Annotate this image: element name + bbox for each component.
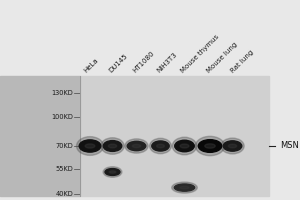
Text: DU145: DU145: [108, 53, 129, 74]
Ellipse shape: [198, 140, 222, 152]
Text: 55KD: 55KD: [56, 166, 74, 172]
Text: 70KD: 70KD: [56, 143, 74, 149]
Ellipse shape: [85, 144, 95, 148]
Text: HT1080: HT1080: [132, 50, 156, 74]
Text: Mouse thymus: Mouse thymus: [180, 34, 221, 74]
Ellipse shape: [180, 144, 189, 148]
Ellipse shape: [174, 184, 195, 191]
Ellipse shape: [101, 138, 124, 154]
Ellipse shape: [103, 167, 122, 177]
Ellipse shape: [150, 138, 171, 154]
Text: Rat lung: Rat lung: [230, 49, 255, 74]
Text: HeLa: HeLa: [83, 57, 100, 74]
Text: MSN: MSN: [280, 142, 299, 150]
Ellipse shape: [108, 144, 117, 148]
Bar: [80, 76, 268, 196]
Bar: [0, 76, 80, 196]
Ellipse shape: [152, 141, 169, 151]
Ellipse shape: [103, 141, 122, 151]
Ellipse shape: [79, 140, 101, 152]
Text: 100KD: 100KD: [52, 114, 74, 120]
Ellipse shape: [195, 136, 225, 156]
Ellipse shape: [221, 138, 244, 154]
Ellipse shape: [205, 144, 215, 148]
Ellipse shape: [109, 171, 116, 173]
Ellipse shape: [105, 169, 120, 175]
Ellipse shape: [175, 140, 194, 152]
Ellipse shape: [157, 144, 164, 148]
Text: 40KD: 40KD: [56, 191, 74, 197]
Ellipse shape: [76, 137, 103, 155]
Text: Mouse lung: Mouse lung: [206, 41, 238, 74]
Ellipse shape: [127, 141, 146, 151]
Ellipse shape: [172, 182, 197, 193]
Ellipse shape: [223, 141, 242, 151]
Ellipse shape: [172, 137, 197, 155]
Ellipse shape: [132, 144, 141, 148]
Text: 130KD: 130KD: [52, 90, 74, 96]
Ellipse shape: [125, 139, 148, 153]
Ellipse shape: [228, 144, 237, 148]
Ellipse shape: [180, 186, 189, 189]
Text: NIH3T3: NIH3T3: [156, 52, 179, 74]
